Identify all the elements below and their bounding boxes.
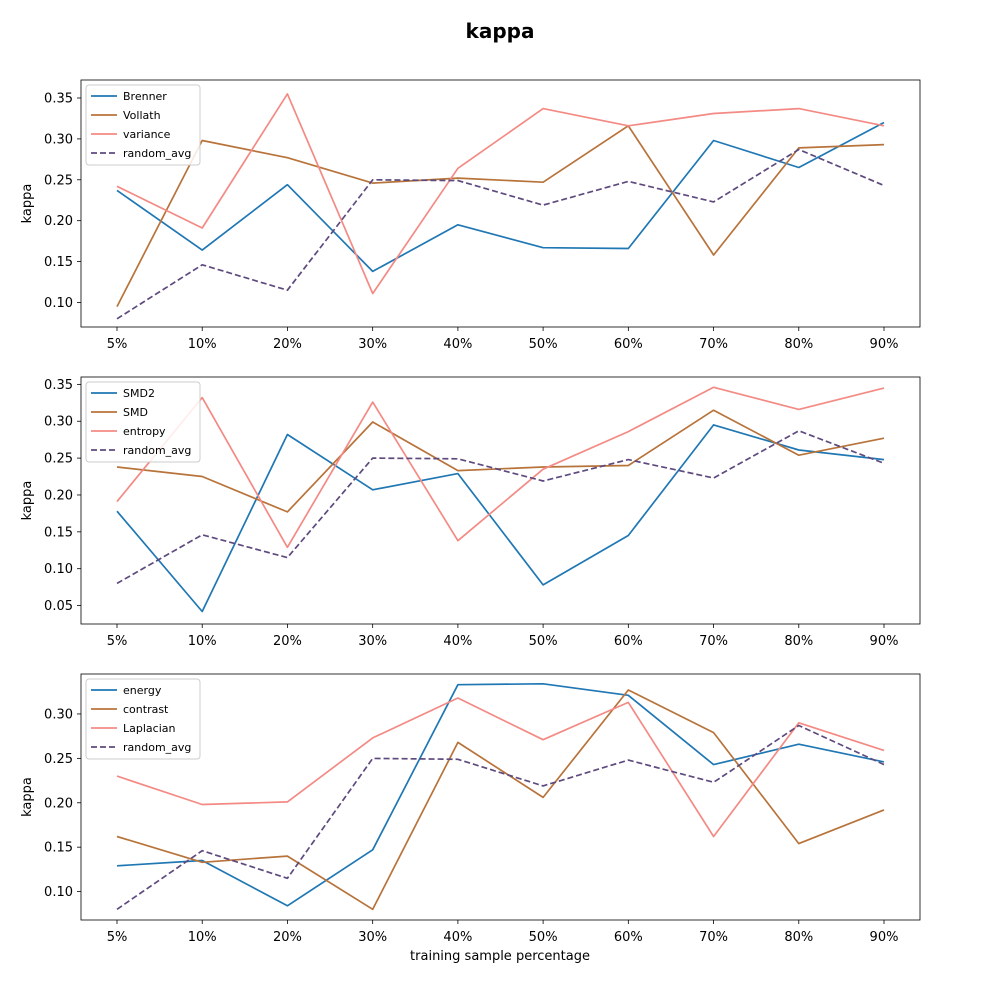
y-tick-label: 0.15 xyxy=(44,525,73,540)
legend-label: random_avg xyxy=(123,741,191,754)
y-tick-label: 0.30 xyxy=(44,415,73,430)
x-tick-label: 50% xyxy=(529,634,558,649)
figure-title: kappa xyxy=(466,19,535,43)
series-line-entropy xyxy=(116,386,885,549)
legend-label: Brenner xyxy=(123,90,167,103)
y-tick-label: 0.20 xyxy=(44,214,73,229)
y-tick-label: 0.15 xyxy=(44,255,73,270)
series-line-random-avg xyxy=(116,724,885,911)
y-tick-label: 0.30 xyxy=(44,132,73,147)
y-tick-label: 0.30 xyxy=(44,707,73,722)
plot-frame xyxy=(80,376,921,625)
series-line-smd2 xyxy=(116,424,885,613)
x-tick-label: 90% xyxy=(870,930,899,945)
x-tick-label: 40% xyxy=(443,337,472,352)
series-line-contrast xyxy=(116,689,885,911)
subplot-3: 5% 10% 20% 30% 40% 50% 60% 70% 80% 90% 0.10 0.15 0.2… xyxy=(20,673,921,945)
legend-box xyxy=(85,678,201,760)
x-tick-label: 90% xyxy=(870,337,899,352)
subplot-1: 5% 10% 20% 30% 40% 50% 60% 70% 80% 90% 0.10 0.15 0.2… xyxy=(20,79,921,352)
plot-frame xyxy=(80,79,921,328)
x-tick-label: 40% xyxy=(443,634,472,649)
x-tick-label: 10% xyxy=(188,634,217,649)
subplot-2: 5% 10% 20% 30% 40% 50% 60% 70% 80% 90% 0.05 0.10 0.1… xyxy=(20,376,921,649)
y-tick-label: 0.10 xyxy=(44,296,73,311)
y-axis-label: kappa xyxy=(20,777,35,817)
legend-label: random_avg xyxy=(123,444,191,457)
x-tick-label: 5% xyxy=(107,634,128,649)
legend: SMD2 SMD entropy random_avg xyxy=(85,381,201,463)
legend-label: variance xyxy=(123,128,171,141)
y-tick-label: 0.35 xyxy=(44,91,73,106)
legend-box xyxy=(85,381,201,463)
legend-label: SMD2 xyxy=(123,387,155,400)
x-tick-label: 90% xyxy=(870,634,899,649)
legend-label: SMD xyxy=(123,406,148,419)
series-line-smd xyxy=(116,409,885,513)
x-tick-label: 5% xyxy=(107,930,128,945)
legend-label: contrast xyxy=(123,703,169,716)
legend-label: Vollath xyxy=(123,109,161,122)
y-tick-label: 0.10 xyxy=(44,562,73,577)
x-tick-label: 70% xyxy=(699,634,728,649)
series-line-laplacian xyxy=(116,697,885,838)
plot-frame xyxy=(80,673,921,921)
x-tick-label: 80% xyxy=(784,930,813,945)
x-tick-label: 70% xyxy=(699,930,728,945)
x-tick-label: 20% xyxy=(273,634,302,649)
series-line-random-avg xyxy=(116,429,885,585)
x-tick-label: 30% xyxy=(358,930,387,945)
legend-label: random_avg xyxy=(123,147,191,160)
y-axis-label: kappa xyxy=(20,184,35,224)
y-tick-label: 0.05 xyxy=(44,599,73,614)
x-tick-label: 10% xyxy=(188,337,217,352)
x-tick-label: 60% xyxy=(614,634,643,649)
x-axis-label: training sample percentage xyxy=(410,949,590,964)
y-tick-label: 0.25 xyxy=(44,752,73,767)
legend-label: energy xyxy=(123,684,162,697)
x-tick-label: 30% xyxy=(358,634,387,649)
x-tick-label: 60% xyxy=(614,337,643,352)
legend-box xyxy=(85,84,201,166)
legend-label: Laplacian xyxy=(123,722,175,735)
y-axis-label: kappa xyxy=(20,481,35,521)
y-tick-label: 0.35 xyxy=(44,378,73,393)
y-tick-label: 0.15 xyxy=(44,841,73,856)
x-tick-label: 80% xyxy=(784,634,813,649)
y-tick-label: 0.25 xyxy=(44,173,73,188)
series-line-random-avg xyxy=(116,148,885,320)
series-line-brenner xyxy=(116,121,885,273)
y-tick-label: 0.25 xyxy=(44,452,73,467)
x-tick-label: 5% xyxy=(107,337,128,352)
series-line-variance xyxy=(116,93,885,295)
subplot-panels: 5% 10% 20% 30% 40% 50% 60% 70% 80% 90% 0.10 0.15 0.2… xyxy=(20,79,921,945)
series-line-energy xyxy=(116,682,885,907)
x-tick-label: 80% xyxy=(784,337,813,352)
x-tick-label: 40% xyxy=(443,930,472,945)
x-tick-label: 20% xyxy=(273,930,302,945)
legend: energy contrast Laplacian random_avg xyxy=(85,678,201,760)
x-tick-label: 10% xyxy=(188,930,217,945)
x-tick-label: 70% xyxy=(699,337,728,352)
x-tick-label: 50% xyxy=(529,337,558,352)
legend: Brenner Vollath variance random_avg xyxy=(85,84,201,166)
x-tick-label: 60% xyxy=(614,930,643,945)
x-tick-label: 50% xyxy=(529,930,558,945)
y-tick-label: 0.20 xyxy=(44,488,73,503)
x-tick-label: 30% xyxy=(358,337,387,352)
y-tick-label: 0.10 xyxy=(44,885,73,900)
series-line-vollath xyxy=(116,124,885,307)
x-tick-label: 20% xyxy=(273,337,302,352)
y-tick-label: 0.20 xyxy=(44,796,73,811)
legend-label: entropy xyxy=(123,425,166,438)
